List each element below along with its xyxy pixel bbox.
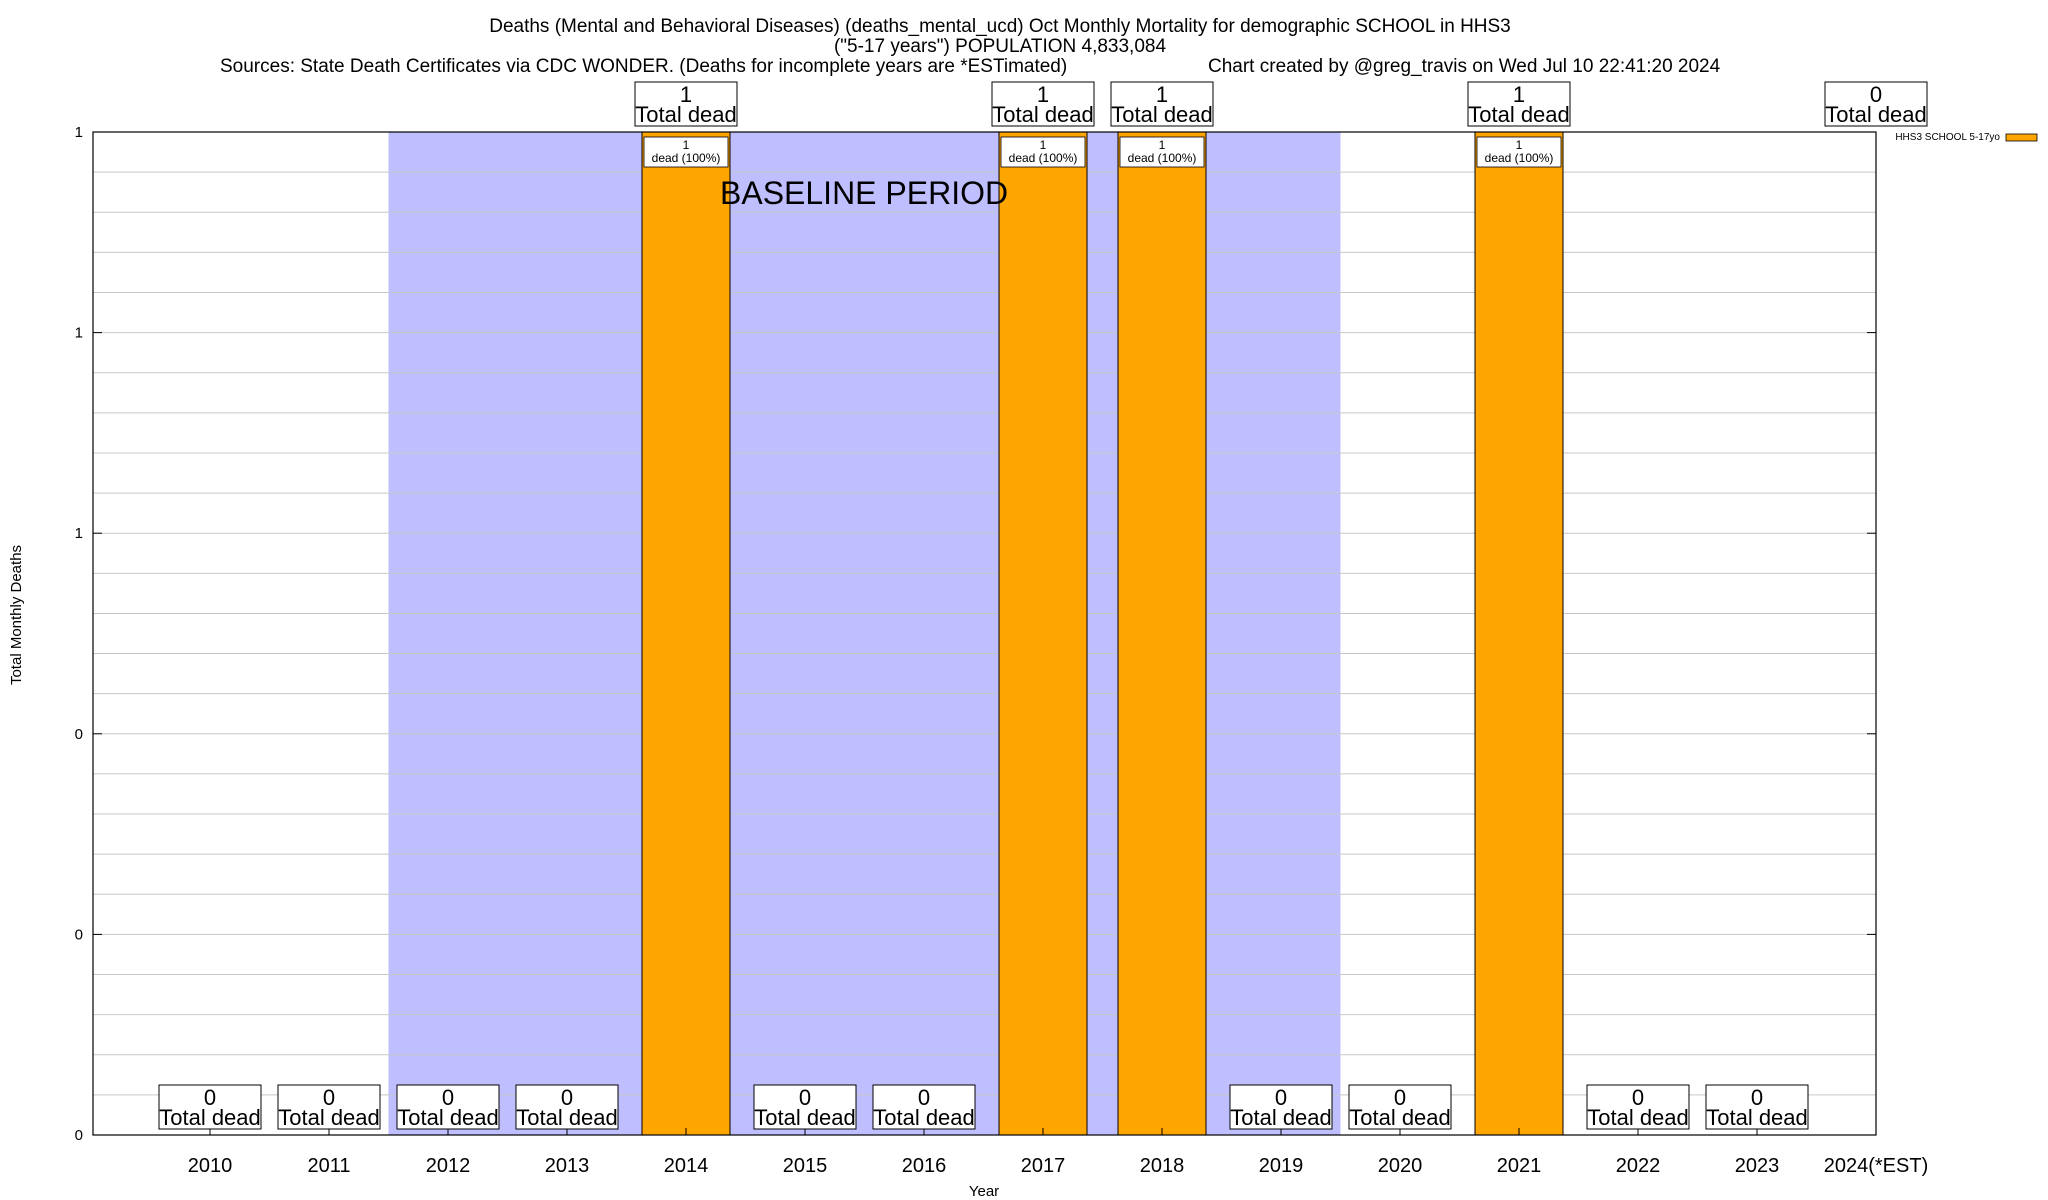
chart-credit: Chart created by @greg_travis on Wed Jul…: [1208, 56, 1721, 77]
x-tick-label: 2011: [307, 1155, 350, 1177]
legend-series-label: HHS3 SCHOOL 5-17yo: [1895, 132, 2000, 143]
bar-value-box: [643, 136, 729, 168]
data-bar: [641, 131, 731, 1136]
total-dead-count: 1: [1513, 82, 1525, 107]
total-dead-count: 1: [1156, 82, 1168, 107]
total-dead-label: Total dead: [159, 1105, 261, 1130]
total-dead-box: [753, 1084, 857, 1130]
x-tick-label: 2010: [188, 1155, 233, 1177]
bar-value-count: 1: [1159, 138, 1166, 152]
total-dead-label: Total dead: [397, 1105, 499, 1130]
total-dead-count: 0: [323, 1085, 335, 1110]
total-dead-box: [872, 1084, 976, 1130]
total-dead-count: 1: [680, 82, 692, 107]
bar-value-count: 1: [683, 138, 690, 152]
y-tick-label: 1: [75, 325, 83, 342]
total-dead-count: 0: [1394, 1085, 1406, 1110]
total-dead-box: [991, 81, 1095, 127]
x-tick-label: 2012: [426, 1155, 471, 1177]
x-tick-label: 2019: [1259, 1155, 1304, 1177]
x-tick-label: 2017: [1021, 1155, 1066, 1177]
total-dead-count: 0: [918, 1085, 930, 1110]
chart-title-line-2: ("5-17 years") POPULATION 4,833,084: [834, 36, 1166, 57]
data-bar: [1474, 131, 1564, 1136]
x-tick-label: 2020: [1378, 1155, 1423, 1177]
bar-value-percent: dead (100%): [1009, 151, 1078, 165]
total-dead-label: Total dead: [1825, 102, 1927, 127]
total-dead-count: 0: [1632, 1085, 1644, 1110]
bar-value-count: 1: [1040, 138, 1047, 152]
total-dead-label: Total dead: [1230, 1105, 1332, 1130]
y-tick-label: 0: [75, 726, 83, 743]
total-dead-count: 0: [204, 1085, 216, 1110]
total-dead-label: Total dead: [1587, 1105, 1689, 1130]
bars-layer: [206, 131, 1761, 1136]
bar-value-count: 1: [1516, 138, 1523, 152]
total-dead-label: Total dead: [1111, 102, 1213, 127]
total-dead-box: [277, 1084, 381, 1130]
chart-sources: Sources: State Death Certificates via CD…: [220, 56, 1067, 77]
x-tick-label: 2014: [664, 1155, 709, 1177]
baseline-period-label: BASELINE PERIOD: [720, 175, 1008, 211]
x-tick-label: 2013: [545, 1155, 590, 1177]
total-dead-count: 1: [1037, 82, 1049, 107]
bar-value-box: [1476, 136, 1562, 168]
bar-value-percent: dead (100%): [652, 151, 721, 165]
x-axis-label: Year: [969, 1183, 999, 1200]
total-dead-count: 0: [561, 1085, 573, 1110]
x-tick-label: 2021: [1497, 1155, 1542, 1177]
bar-value-box: [1000, 136, 1086, 168]
plot-frame: [92, 131, 1877, 1136]
total-dead-box: [1824, 81, 1928, 127]
data-bar: [998, 131, 1088, 1136]
total-dead-label: Total dead: [635, 102, 737, 127]
total-dead-box: [634, 81, 738, 127]
legend: HHS3 SCHOOL 5-17yo: [1895, 132, 2038, 143]
x-tick-label: 2023: [1735, 1155, 1780, 1177]
total-dead-box: [396, 1084, 500, 1130]
total-dead-label: Total dead: [1468, 102, 1570, 127]
total-dead-count: 0: [1275, 1085, 1287, 1110]
total-dead-box: [515, 1084, 619, 1130]
legend-swatch: [2005, 133, 2038, 142]
total-dead-box: [1467, 81, 1571, 127]
y-axis-label: Total Monthly Deaths: [8, 545, 25, 685]
total-dead-label: Total dead: [754, 1105, 856, 1130]
bar-value-box: [1119, 136, 1205, 168]
y-tick-label: 1: [75, 124, 83, 141]
x-tick-label: 2022: [1616, 1155, 1661, 1177]
x-tick-label: 2024(*EST): [1824, 1155, 1929, 1177]
x-tick-label: 2018: [1140, 1155, 1185, 1177]
total-dead-label: Total dead: [1349, 1105, 1451, 1130]
total-dead-count: 0: [1751, 1085, 1763, 1110]
grid-layer: [93, 171, 1876, 1096]
total-dead-label: Total dead: [516, 1105, 618, 1130]
x-tick-label: 2015: [783, 1155, 828, 1177]
total-dead-box: [158, 1084, 262, 1130]
total-dead-box: [1586, 1084, 1690, 1130]
total-dead-label: Total dead: [278, 1105, 380, 1130]
total-dead-label: Total dead: [873, 1105, 975, 1130]
total-dead-box: [1348, 1084, 1452, 1130]
total-dead-box: [1229, 1084, 1333, 1130]
y-tick-label: 1: [75, 525, 83, 542]
total-dead-count: 0: [799, 1085, 811, 1110]
data-bar: [1117, 131, 1207, 1136]
chart-title-line-1: Deaths (Mental and Behavioral Diseases) …: [489, 16, 1511, 37]
bar-value-percent: dead (100%): [1485, 151, 1554, 165]
y-tick-label: 0: [75, 1127, 83, 1144]
total-dead-label: Total dead: [992, 102, 1094, 127]
total-dead-box: [1705, 1084, 1809, 1130]
total-dead-count: 0: [442, 1085, 454, 1110]
total-dead-label: Total dead: [1706, 1105, 1808, 1130]
total-dead-count: 0: [1870, 82, 1882, 107]
x-tick-label: 2016: [902, 1155, 947, 1177]
total-dead-box: [1110, 81, 1214, 127]
y-tick-label: 0: [75, 926, 83, 943]
bar-value-percent: dead (100%): [1128, 151, 1197, 165]
